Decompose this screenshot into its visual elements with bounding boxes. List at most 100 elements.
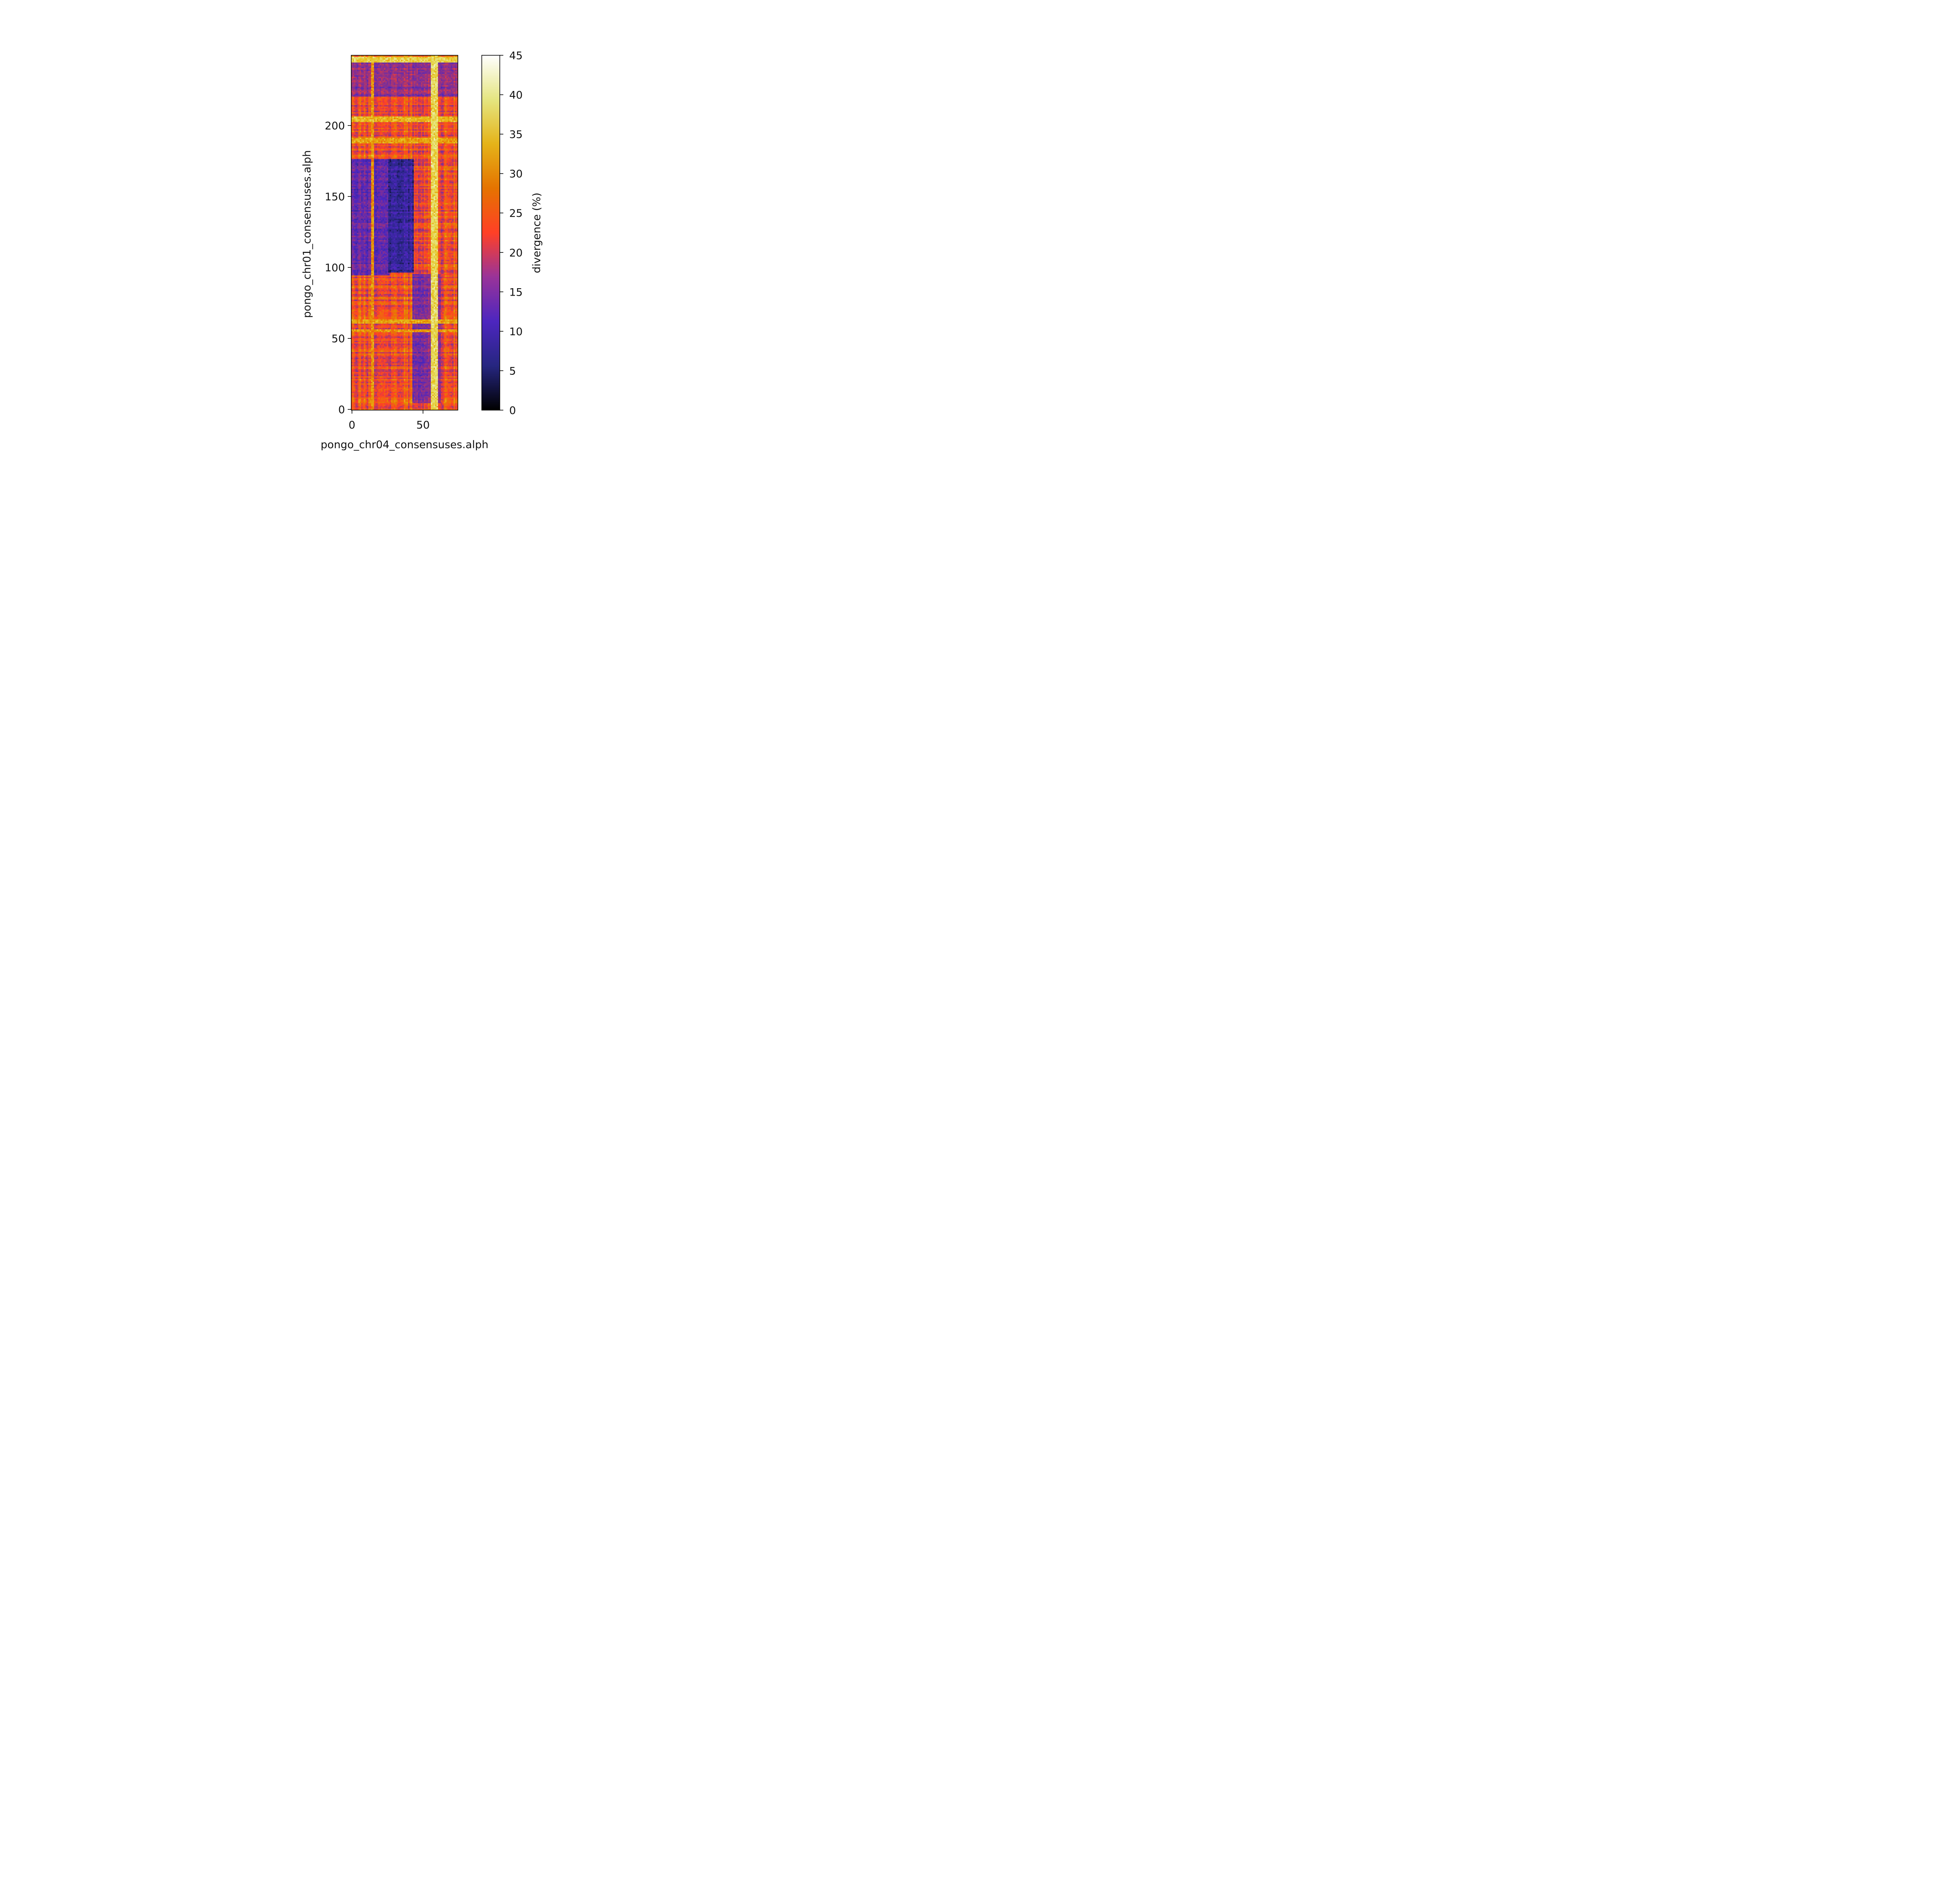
heatmap-cell bbox=[422, 367, 424, 369]
heatmap-cell bbox=[395, 319, 397, 321]
heatmap-cell bbox=[357, 374, 359, 376]
heatmap-cell bbox=[414, 316, 416, 318]
heatmap-cell bbox=[359, 370, 361, 372]
heatmap-cell bbox=[385, 333, 387, 335]
heatmap-cell bbox=[370, 406, 372, 408]
heatmap-cell bbox=[415, 356, 417, 358]
heatmap-cell bbox=[392, 400, 394, 402]
heatmap-cell bbox=[372, 345, 374, 347]
heatmap-cell bbox=[365, 343, 367, 345]
heatmap-cell bbox=[368, 340, 370, 342]
heatmap-cell bbox=[357, 401, 359, 403]
heatmap-cell bbox=[409, 370, 411, 372]
heatmap-cell bbox=[405, 340, 407, 342]
heatmap-cell bbox=[361, 332, 363, 334]
heatmap-cell bbox=[443, 328, 445, 330]
heatmap-cell bbox=[378, 379, 380, 381]
heatmap-cell bbox=[382, 339, 384, 341]
heatmap-cell bbox=[419, 386, 421, 388]
heatmap-cell bbox=[384, 406, 386, 408]
heatmap-cell bbox=[354, 352, 356, 354]
heatmap-cell bbox=[399, 356, 401, 358]
heatmap-cell bbox=[389, 326, 391, 328]
heatmap-cell bbox=[432, 332, 434, 334]
heatmap-cell bbox=[401, 362, 403, 363]
heatmap-cell bbox=[398, 366, 400, 368]
heatmap-cell bbox=[432, 345, 434, 347]
heatmap-cell bbox=[355, 365, 357, 367]
heatmap-cell bbox=[363, 377, 364, 379]
heatmap-cell bbox=[397, 377, 399, 379]
heatmap-cell bbox=[408, 338, 410, 340]
heatmap-cell bbox=[425, 318, 427, 320]
heatmap-cell bbox=[394, 360, 396, 362]
heatmap-cell bbox=[364, 346, 366, 348]
heatmap-cell bbox=[422, 359, 424, 361]
heatmap-cell bbox=[354, 363, 356, 365]
heatmap-cell bbox=[385, 404, 387, 406]
heatmap-cell bbox=[370, 339, 372, 341]
heatmap-cell bbox=[415, 380, 417, 382]
heatmap-cell bbox=[425, 342, 427, 344]
heatmap-cell bbox=[371, 343, 373, 345]
heatmap-cell bbox=[379, 333, 381, 335]
heatmap-cell bbox=[450, 320, 452, 322]
heatmap-cell bbox=[442, 349, 444, 351]
heatmap-cell bbox=[434, 347, 436, 349]
heatmap-cell bbox=[388, 407, 390, 409]
heatmap-cell bbox=[405, 390, 407, 392]
heatmap-cell bbox=[455, 393, 457, 395]
heatmap-cell bbox=[421, 349, 423, 351]
heatmap-cell bbox=[405, 367, 407, 369]
heatmap-cell bbox=[382, 381, 384, 383]
heatmap-cell bbox=[351, 391, 353, 393]
heatmap-cell bbox=[431, 399, 433, 401]
heatmap-cell bbox=[412, 322, 414, 324]
heatmap-cell bbox=[397, 389, 399, 391]
heatmap-cell bbox=[436, 322, 438, 324]
heatmap-cell bbox=[382, 399, 384, 401]
heatmap-cell bbox=[409, 339, 411, 341]
heatmap-cell bbox=[414, 358, 416, 360]
heatmap-cell bbox=[442, 373, 444, 375]
heatmap-cell bbox=[438, 386, 440, 388]
heatmap-cell bbox=[414, 389, 416, 391]
heatmap-cell bbox=[435, 383, 437, 385]
heatmap-cell bbox=[372, 379, 374, 381]
heatmap-cell bbox=[375, 362, 377, 363]
heatmap-cell bbox=[421, 403, 423, 405]
heatmap-cell bbox=[454, 363, 456, 365]
heatmap-cell bbox=[441, 372, 443, 374]
heatmap-cell bbox=[389, 376, 391, 378]
heatmap-cell bbox=[419, 347, 421, 349]
heatmap-cell bbox=[384, 325, 386, 327]
heatmap-cell bbox=[407, 325, 408, 327]
heatmap-cell bbox=[442, 391, 444, 393]
heatmap-cell bbox=[382, 403, 384, 405]
heatmap-cell bbox=[436, 377, 438, 379]
heatmap-cell bbox=[395, 329, 397, 331]
heatmap-cell bbox=[379, 403, 381, 405]
heatmap-cell bbox=[351, 362, 353, 363]
heatmap-cell bbox=[384, 384, 386, 386]
heatmap-cell bbox=[435, 396, 437, 398]
heatmap-cell bbox=[408, 400, 410, 402]
heatmap-cell bbox=[421, 352, 423, 354]
heatmap-cell bbox=[441, 397, 443, 399]
heatmap-cell bbox=[402, 335, 404, 337]
heatmap-cell bbox=[398, 352, 400, 354]
heatmap-cell bbox=[443, 345, 445, 347]
heatmap-cell bbox=[358, 374, 360, 376]
heatmap-cell bbox=[352, 366, 354, 368]
heatmap-cell bbox=[388, 374, 390, 376]
heatmap-cell bbox=[387, 401, 388, 403]
heatmap-cell bbox=[352, 318, 354, 320]
heatmap-cell bbox=[363, 316, 364, 318]
heatmap-cell bbox=[411, 404, 413, 406]
heatmap-cell bbox=[399, 354, 401, 356]
heatmap-cell bbox=[454, 367, 456, 369]
heatmap-cell bbox=[415, 367, 417, 369]
heatmap-cell bbox=[397, 374, 399, 376]
heatmap-cell bbox=[357, 319, 359, 321]
heatmap-cell bbox=[388, 401, 390, 403]
